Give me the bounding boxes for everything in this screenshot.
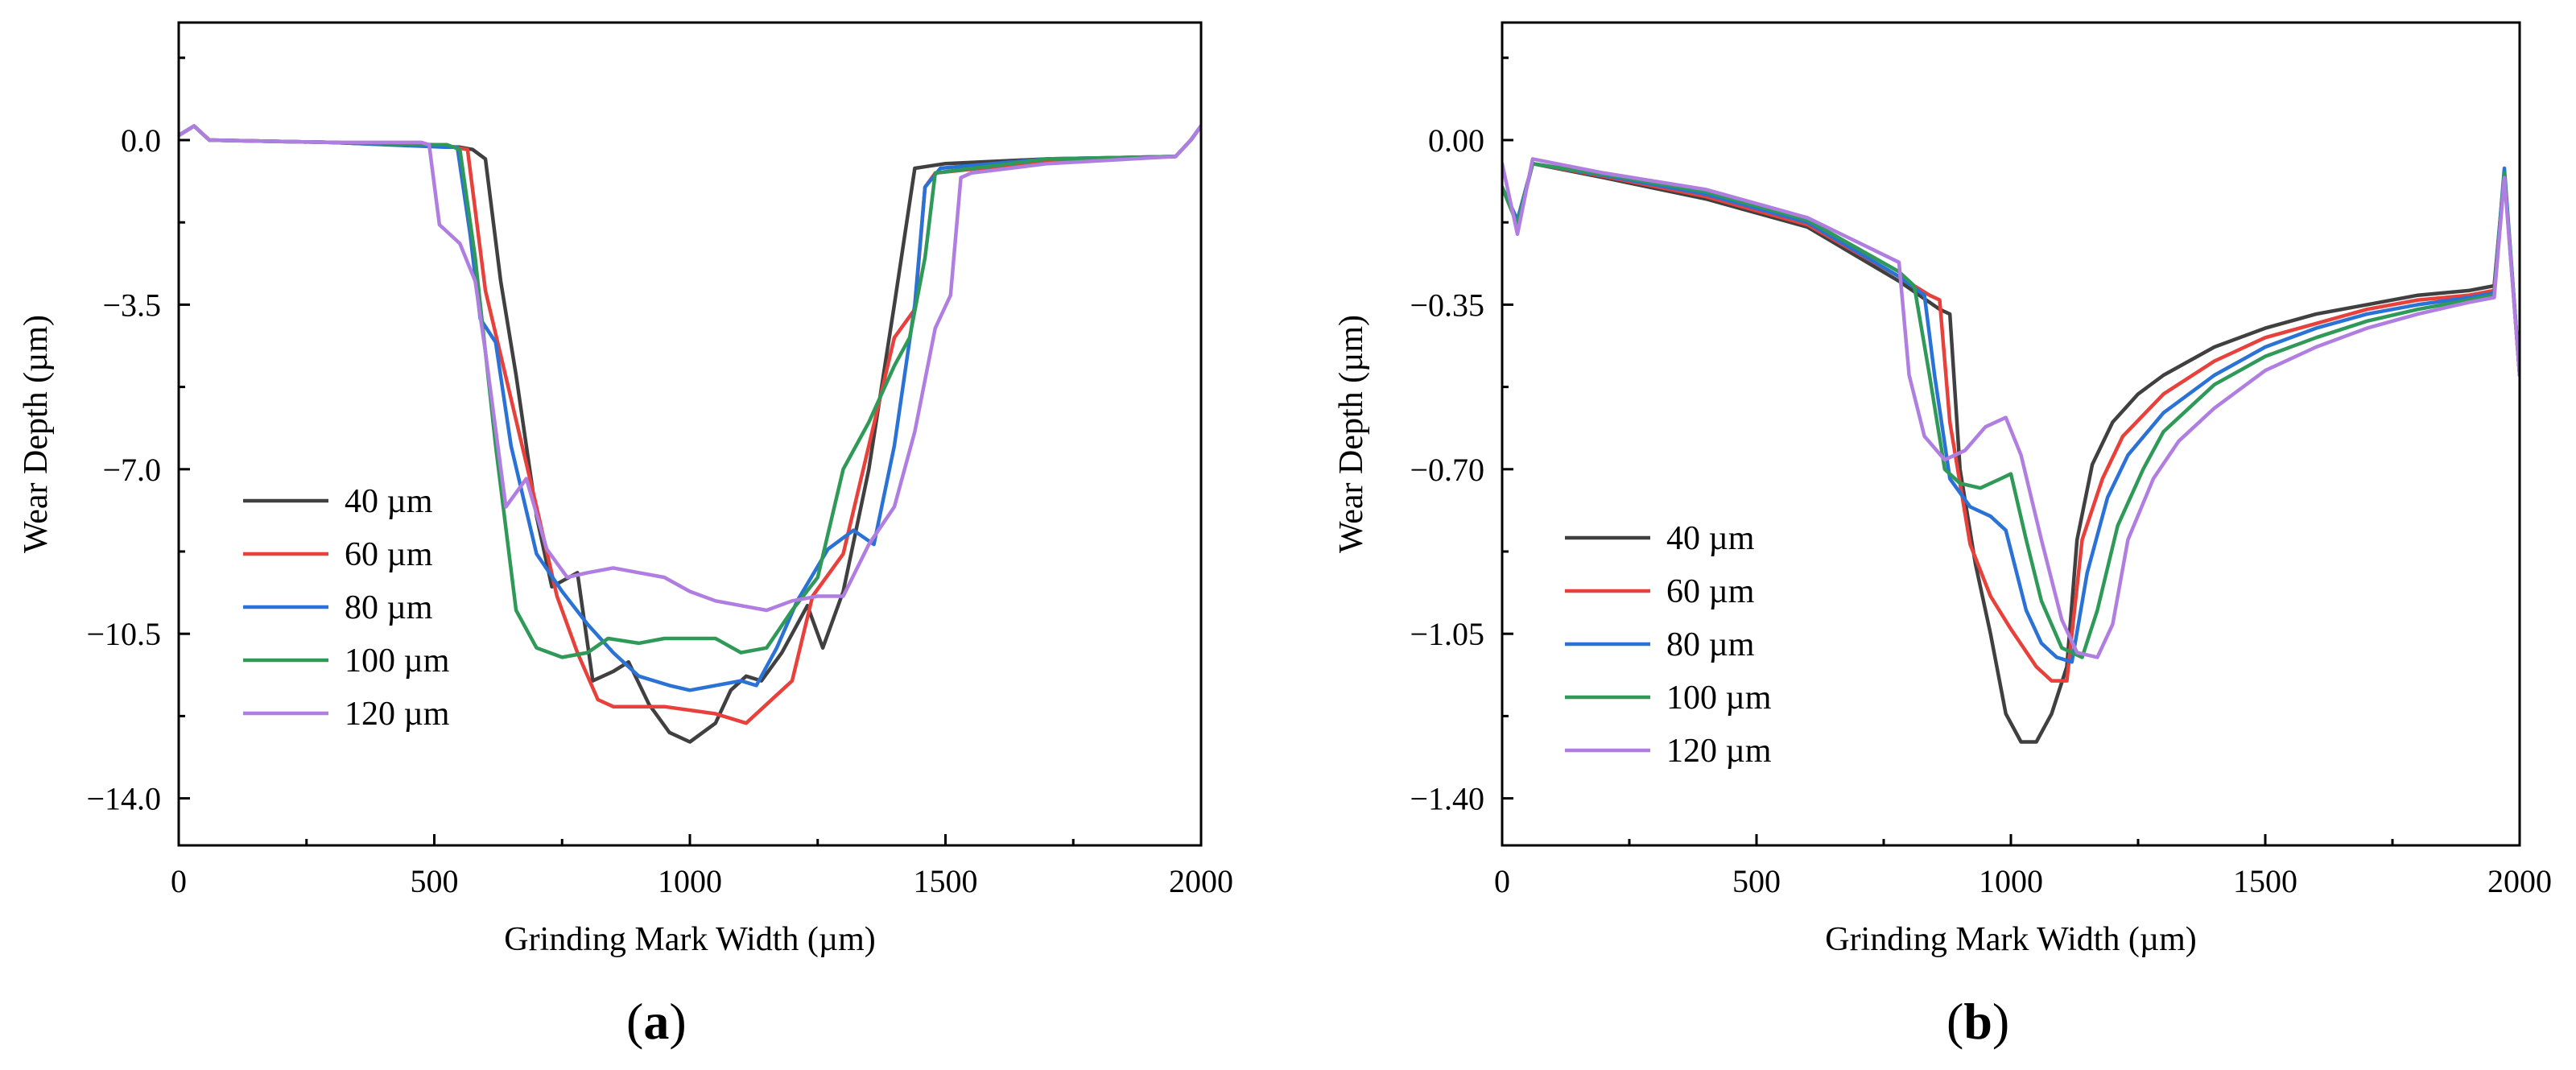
series-line-60-um bbox=[179, 124, 1201, 725]
series-line-100-um bbox=[179, 124, 1201, 659]
series-line-40-um bbox=[1502, 161, 2520, 744]
x-tick-label: 500 bbox=[411, 863, 459, 899]
legend-label: 80 µm bbox=[1666, 626, 1755, 663]
y-tick-label: −3.5 bbox=[102, 287, 161, 323]
x-tick-label: 0 bbox=[1494, 863, 1510, 899]
y-tick-label: −7.0 bbox=[102, 452, 161, 488]
y-axis-title: Wear Depth (µm) bbox=[1333, 315, 1370, 553]
y-tick-label: −1.05 bbox=[1410, 616, 1484, 652]
legend-label: 120 µm bbox=[345, 696, 450, 733]
legend-label: 100 µm bbox=[345, 642, 450, 680]
series-line-40-um bbox=[179, 124, 1201, 744]
y-tick-label: −10.5 bbox=[86, 616, 161, 652]
series-line-100-um bbox=[1502, 161, 2520, 659]
x-axis-title: Grinding Mark Width (µm) bbox=[1825, 921, 2197, 958]
x-tick-label: 500 bbox=[1732, 863, 1781, 899]
legend-label: 80 µm bbox=[345, 589, 433, 626]
series-line-80-um bbox=[1502, 161, 2520, 664]
legend-label: 40 µm bbox=[345, 483, 433, 520]
series-line-120-um bbox=[1502, 157, 2520, 659]
chart-panel-a: 0 500 1000 1500 2000 0.0 −3.5 −7.0 −10.5 −14.0 Gri… bbox=[18, 21, 1233, 1050]
legend-label: 60 µm bbox=[1666, 573, 1755, 610]
x-tick-label: 1500 bbox=[2233, 863, 2297, 899]
legend-label: 100 µm bbox=[1666, 680, 1772, 717]
panel-label: (a) bbox=[626, 993, 687, 1050]
legend-label: 60 µm bbox=[345, 536, 433, 573]
y-tick-label: 0.0 bbox=[121, 122, 161, 159]
y-axis-title: Wear Depth (µm) bbox=[18, 315, 55, 553]
x-tick-label: 2000 bbox=[2487, 863, 2552, 899]
x-tick-label: 1000 bbox=[658, 863, 722, 899]
y-tick-label: −0.70 bbox=[1410, 452, 1484, 488]
series-line-120-um bbox=[179, 124, 1201, 613]
y-tick-label: −14.0 bbox=[86, 781, 161, 817]
plot-frame bbox=[177, 21, 1203, 847]
y-tick-label: −1.40 bbox=[1410, 781, 1484, 817]
x-tick-label: 1000 bbox=[1979, 863, 2043, 899]
legend-label: 40 µm bbox=[1666, 520, 1755, 557]
x-tick-label: 1500 bbox=[914, 863, 978, 899]
legend-label: 120 µm bbox=[1666, 733, 1772, 770]
series-line-60-um bbox=[1502, 161, 2520, 683]
y-tick-label: −0.35 bbox=[1410, 287, 1484, 323]
series-line-80-um bbox=[179, 124, 1201, 692]
x-axis-title: Grinding Mark Width (µm) bbox=[504, 921, 876, 958]
y-tick-label: 0.00 bbox=[1428, 122, 1484, 159]
x-tick-label: 2000 bbox=[1169, 863, 1233, 899]
chart-panel-b: 0 500 1000 1500 2000 0.00 −0.35 −0.70 −1.05 −1.40… bbox=[1333, 21, 2552, 1050]
panel-label: (b) bbox=[1946, 993, 2009, 1050]
x-tick-label: 0 bbox=[171, 863, 187, 899]
